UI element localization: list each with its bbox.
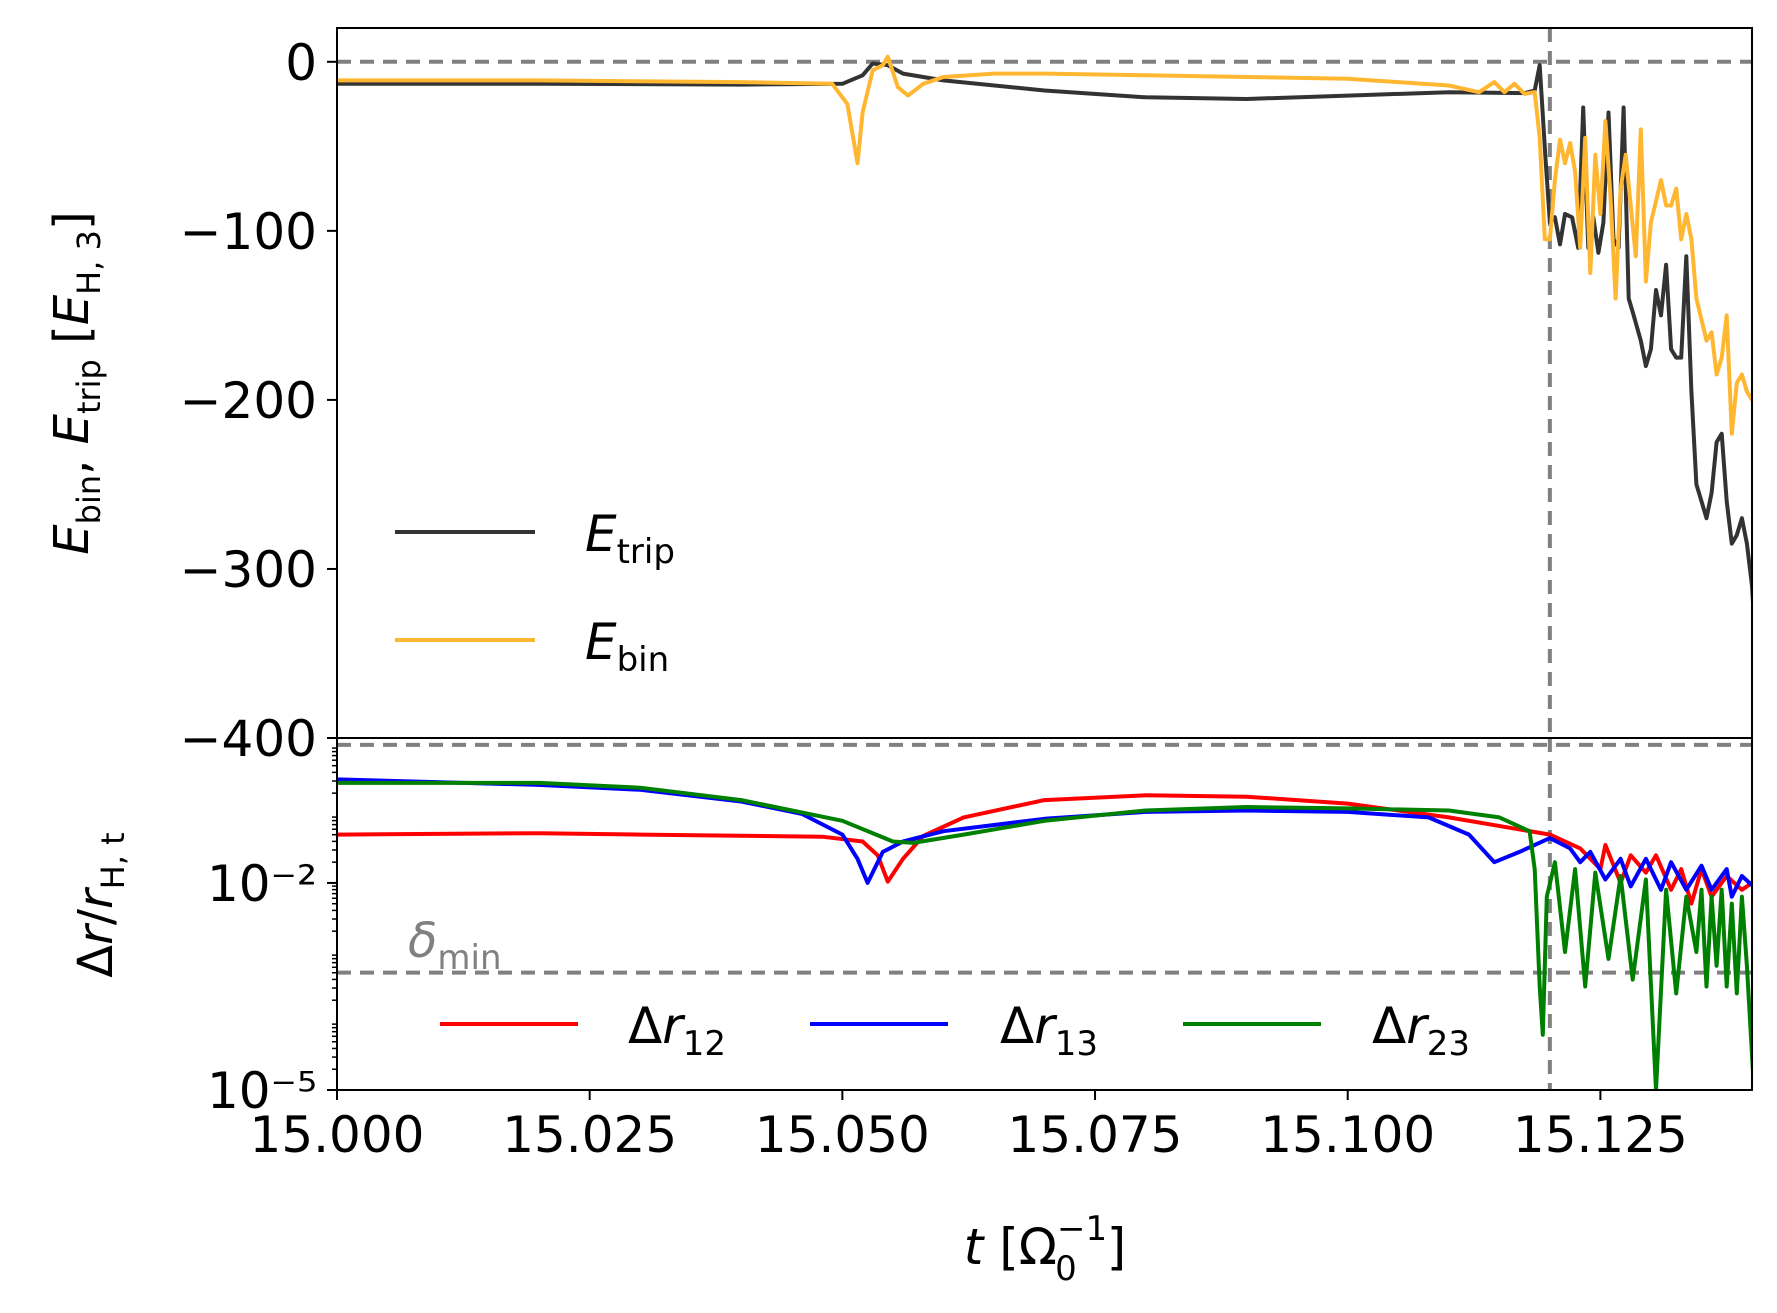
top-panel: 0 −100 −200 −300 −400 Ebin, Etrip [EH, 3] Et…: [44, 27, 1753, 768]
legend-label-dr12: Δr12: [628, 997, 726, 1064]
legend-label-e-trip: Etrip: [585, 505, 675, 572]
top-y-tick-label: −400: [180, 710, 317, 768]
top-y-axis-label: Ebin, Etrip [EH, 3]: [44, 211, 108, 554]
top-y-tick-label: 0: [285, 34, 317, 92]
bottom-y-tick-label: 10⁻²: [207, 855, 317, 913]
legend-label-e-bin: Ebin: [585, 613, 669, 680]
top-y-tick-label: −100: [180, 203, 317, 261]
bottom-panel: 10⁻² 10⁻⁵ 15.000 15.025 15.050 15.075 15.100 1…: [68, 737, 1753, 1164]
x-tick-label: 15.075: [1008, 1106, 1183, 1164]
bottom-axes-frame: [336, 737, 1753, 1091]
x-tick-label: 15.100: [1260, 1106, 1435, 1164]
top-y-tick-label: −200: [180, 372, 317, 430]
x-tick-label: 15.025: [502, 1106, 677, 1164]
series-line-e-bin: [337, 54, 1752, 436]
x-tick-label: 15.050: [755, 1106, 930, 1164]
bottom-y-axis-label: Δr/rH, t: [68, 832, 132, 977]
legend-label-dr23: Δr23: [1372, 997, 1470, 1064]
top-legend: Etrip Ebin: [395, 505, 675, 680]
x-tick-label: 15.125: [1513, 1106, 1688, 1164]
bottom-legend: Δr12 Δr13 Δr23: [440, 997, 1470, 1064]
x-tick-label: 15.000: [250, 1106, 425, 1164]
x-axis-label: t [Ω−1 0]: [964, 1209, 1127, 1289]
series-line-r-13: [337, 777, 1752, 899]
legend-label-dr13: Δr13: [1000, 997, 1098, 1064]
bottom-y-tick-label: 10⁻⁵: [207, 1062, 317, 1120]
top-y-tick-label: −300: [180, 541, 317, 599]
delta-min-annotation: δmin: [408, 913, 502, 978]
series-line-r-23: [337, 780, 1752, 1090]
series-line-e-trip: [337, 61, 1752, 620]
